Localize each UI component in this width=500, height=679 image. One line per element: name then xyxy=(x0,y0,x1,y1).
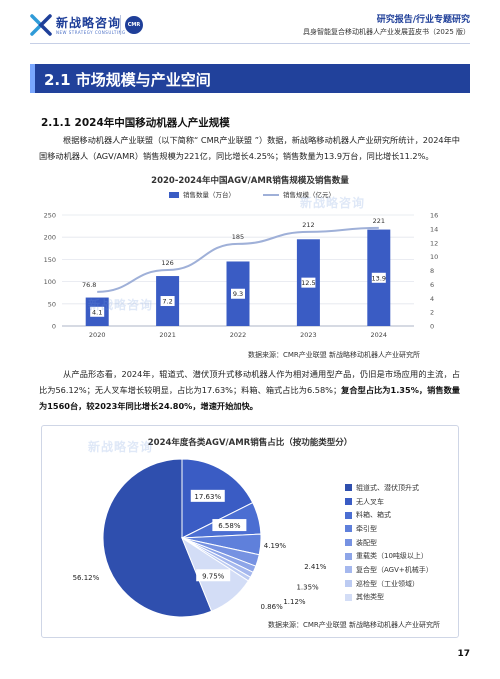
legend-label: 无人叉车 xyxy=(356,497,384,506)
bar xyxy=(156,276,180,326)
legend-swatch xyxy=(345,525,352,533)
y-left-tick-label: 50 xyxy=(48,300,56,308)
line-data-label: 126 xyxy=(161,259,173,267)
legend-item: 巡检型（工业领域） xyxy=(345,577,433,591)
legend-swatch xyxy=(345,552,352,560)
legend-swatch xyxy=(345,511,352,519)
y-left-tick-label: 100 xyxy=(44,278,56,286)
subsection-title: 2.1.1 2024年中国移动机器人产业规模 xyxy=(41,117,230,129)
y-left-tick-label: 0 xyxy=(52,323,56,331)
cmr-badge: CMR xyxy=(125,16,143,34)
legend-label: 巡检型（工业领域） xyxy=(356,579,419,588)
y-right-tick-label: 4 xyxy=(430,295,434,303)
legend-item: 料箱、箱式 xyxy=(345,508,433,522)
legend-swatch xyxy=(345,566,352,574)
y-right-tick-label: 6 xyxy=(430,281,434,289)
section-title: 2.1 市场规模与产业空间 xyxy=(44,71,211,89)
line-data-label: 185 xyxy=(232,233,244,241)
legend-label: 其他类型 xyxy=(356,593,384,602)
watermark: 新战略咨询 xyxy=(88,298,154,312)
y-right-tick-label: 0 xyxy=(430,323,434,331)
pie-chart-frame xyxy=(41,425,459,638)
paragraph-market-size-text: 根据移动机器人产业联盟（以下简称“ CMR产业联盟 ”）数据，新战略移动机器人产… xyxy=(39,135,460,161)
bar xyxy=(367,229,391,326)
legend-item: 重载类（10吨级以上） xyxy=(345,549,433,563)
paragraph-market-size: 根据移动机器人产业联盟（以下简称“ CMR产业联盟 ”）数据，新战略移动机器人产… xyxy=(39,132,460,164)
data-label-box xyxy=(231,288,245,299)
y-right-tick-label: 2 xyxy=(430,309,434,317)
x-tick-label: 2020 xyxy=(89,331,106,339)
legend-label: 装配型 xyxy=(356,538,377,547)
pie-chart-title: 2024年度各类AGV/AMR销售占比（按功能类型分） xyxy=(147,438,353,448)
legend-label: 重载类（10吨级以上） xyxy=(356,552,428,561)
x-tick-label: 2022 xyxy=(230,331,247,339)
data-label-box xyxy=(160,296,175,307)
legend-label: 牵引型 xyxy=(356,524,377,533)
legend-item: 装配型 xyxy=(345,536,433,550)
y-left-tick-label: 200 xyxy=(44,234,56,242)
legend-swatch xyxy=(345,539,352,547)
report-name: 具身智能复合移动机器人产业发展蓝皮书（2025 版） xyxy=(302,28,470,36)
legend-label: 辊道式、潜伏顶升式 xyxy=(356,483,419,492)
bar-data-label: 9.3 xyxy=(233,290,243,298)
legend-swatch xyxy=(345,580,352,588)
page-header: 新战略咨询 NEW STRATEGY CONSULTING CMR 研究报告/行… xyxy=(0,0,500,48)
legend-item: 辊道式、潜伏顶升式 xyxy=(345,481,433,495)
legend-item: 其他类型 xyxy=(345,591,433,605)
paragraph-product-form-highlight: 复合型占比为1.35%，销售数量为1560台，较2023年同比增长24.80%，… xyxy=(39,385,460,411)
legend-swatch xyxy=(345,498,352,506)
bar-data-label: 12.5 xyxy=(301,279,315,287)
line-data-label: 76.8 xyxy=(82,281,96,289)
report-category: 研究报告/行业专题研究 xyxy=(376,15,470,25)
x-tick-label: 2021 xyxy=(159,331,176,339)
bar xyxy=(226,261,250,326)
y-right-tick-label: 12 xyxy=(430,239,438,247)
y-left-tick-label: 150 xyxy=(44,256,56,264)
legend-label: 销售数量（万台） xyxy=(183,190,235,199)
series-line xyxy=(97,226,379,293)
legend-item: 牵引型 xyxy=(345,522,433,536)
chart-title: 2020-2024年中国AGV/AMR销售规模及销售数量 xyxy=(151,176,349,186)
paragraph-product-form: 从产品形态看，2024年，辊道式、潜伏顶升式移动机器人作为相对通用型产品，仍旧是… xyxy=(39,366,460,414)
section-banner: 2.1 市场规模与产业空间 xyxy=(30,64,470,93)
y-left-tick-label: 250 xyxy=(44,212,56,220)
page-number: 17 xyxy=(457,649,470,659)
watermark: 新战略咨询 xyxy=(88,440,154,454)
data-label-box xyxy=(301,277,316,288)
logo-name: 新战略咨询 xyxy=(56,16,122,30)
logo-divider xyxy=(120,15,121,35)
y-right-tick-label: 16 xyxy=(430,212,438,220)
section-accent xyxy=(30,64,35,93)
x-tick-label: 2023 xyxy=(300,331,317,339)
bar xyxy=(296,239,320,326)
y-right-tick-label: 14 xyxy=(430,225,438,233)
legend-item: 无人叉车 xyxy=(345,495,433,509)
legend-label: 料箱、箱式 xyxy=(356,511,391,520)
logo-subtitle: NEW STRATEGY CONSULTING xyxy=(56,30,126,35)
paragraph-product-form-text: 从产品形态看，2024年，辊道式、潜伏顶升式移动机器人作为相对通用型产品，仍旧是… xyxy=(39,369,460,395)
bar-data-label: 7.2 xyxy=(162,298,172,306)
pie-chart-source: 数据来源：CMR产业联盟 新战略移动机器人产业研究所 xyxy=(268,621,441,629)
chart-source: 数据来源：CMR产业联盟 新战略移动机器人产业研究所 xyxy=(248,351,421,359)
legend-label: 复合型（AGV+机械手） xyxy=(356,565,433,574)
legend-item: 复合型（AGV+机械手） xyxy=(345,563,433,577)
logo-icon xyxy=(30,14,52,36)
legend-swatch xyxy=(345,593,352,601)
data-label-box xyxy=(371,272,386,283)
header-divider xyxy=(30,43,470,44)
legend-swatch xyxy=(345,484,352,492)
bar-data-label: 13.9 xyxy=(372,274,386,282)
watermark: 新战略咨询 xyxy=(300,196,366,210)
line-data-label: 221 xyxy=(373,217,385,225)
legend-swatch-bar xyxy=(169,192,179,198)
y-right-tick-label: 8 xyxy=(430,267,434,275)
x-tick-label: 2024 xyxy=(371,331,388,339)
pie-legend: 辊道式、潜伏顶升式 无人叉车料箱、箱式牵引型装配型重载类（10吨级以上） 复合型（A… xyxy=(345,481,433,604)
line-data-label: 212 xyxy=(302,221,314,229)
y-right-tick-label: 10 xyxy=(430,253,438,261)
